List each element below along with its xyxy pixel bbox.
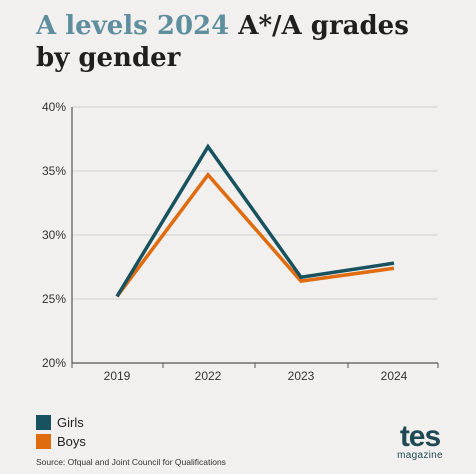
x-tick-label: 2023 [288, 369, 315, 383]
legend-item-girls: Girls [36, 413, 86, 431]
logo-main: tes [399, 420, 441, 453]
chart-title: A levels 2024 A*/A grades by gender [36, 10, 456, 74]
legend-swatch-boys [36, 433, 51, 449]
title-rest: A*/A grades [229, 11, 409, 41]
title-accent: A levels 2024 [36, 11, 230, 41]
x-tick-label: 2024 [381, 369, 408, 383]
x-tick-label: 2019 [104, 369, 131, 383]
y-tick-label: 35% [42, 164, 66, 178]
source-note: Source: Ofqual and Joint Council for Qua… [36, 457, 226, 467]
legend-item-boys: Boys [36, 432, 86, 450]
legend: Girls Boys [36, 413, 86, 451]
y-tick-label: 30% [42, 228, 66, 242]
x-tick-label: 2022 [195, 369, 222, 383]
tes-logo: tes magazine [392, 420, 448, 462]
legend-label-girls: Girls [57, 414, 84, 430]
y-tick-label: 20% [42, 356, 66, 370]
series-line-boys [115, 172, 395, 298]
y-tick-label: 40% [42, 100, 66, 114]
series-line-girls [115, 143, 395, 298]
legend-label-boys: Boys [57, 433, 86, 449]
legend-swatch-girls [36, 414, 51, 430]
y-tick-label: 25% [42, 292, 66, 306]
title-line2: by gender [36, 43, 181, 73]
logo-sub: magazine [397, 450, 443, 461]
